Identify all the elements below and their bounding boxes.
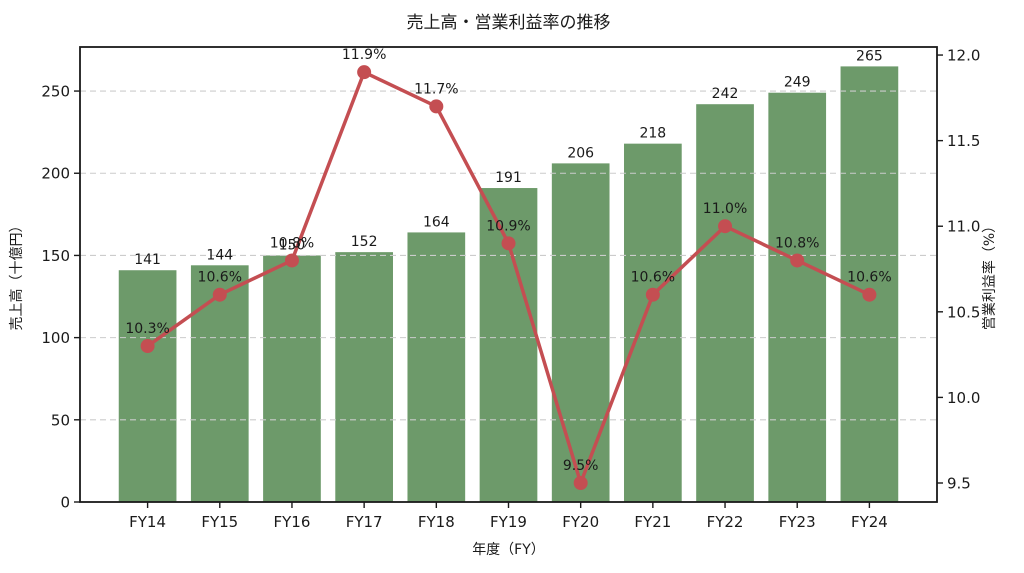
right-axis-label: 営業利益率（%） <box>981 219 998 330</box>
right-tick-label: 11.5 <box>947 132 980 150</box>
profit-marker <box>140 339 155 354</box>
bar-value-label: 191 <box>495 170 522 186</box>
right-tick-label: 10.0 <box>947 389 980 407</box>
profit-percent-label: 10.6% <box>631 270 675 286</box>
bar-value-label: 249 <box>784 75 811 91</box>
profit-marker <box>429 99 444 114</box>
x-tick-label: FY24 <box>851 513 888 531</box>
x-tick-label: FY18 <box>418 513 455 531</box>
x-tick-label: FY20 <box>562 513 599 531</box>
profit-marker <box>645 287 660 302</box>
profit-marker <box>718 219 733 234</box>
revenue-bar <box>190 265 249 502</box>
profit-percent-label: 11.7% <box>414 81 458 97</box>
right-tick-label: 9.5 <box>947 474 971 492</box>
bar-value-label: 242 <box>712 86 739 102</box>
left-tick-label: 200 <box>41 165 70 183</box>
x-tick-label: FY23 <box>779 513 816 531</box>
left-tick-label: 100 <box>41 329 70 347</box>
right-tick-label: 12.0 <box>947 47 980 65</box>
profit-marker <box>284 253 299 268</box>
revenue-bar <box>407 232 466 503</box>
profit-percent-label: 11.9% <box>342 47 386 63</box>
bar-value-label: 164 <box>423 214 450 230</box>
profit-percent-label: 10.9% <box>486 218 530 234</box>
left-tick-label: 50 <box>51 411 70 429</box>
profit-percent-label: 10.8% <box>270 235 314 251</box>
profit-percent-label: 10.6% <box>198 270 242 286</box>
left-axis-label: 売上高（十億円） <box>8 219 25 331</box>
bar-value-label: 265 <box>856 48 883 64</box>
data-labels: 141 144 150 152 164 191 206 218 242 249 265 10.3% 10… <box>125 47 891 474</box>
revenue-bar <box>696 104 754 502</box>
revenue-bar <box>768 92 827 502</box>
x-tick-label: FY19 <box>490 513 527 531</box>
left-tick-label: 0 <box>60 494 70 512</box>
x-tick-label: FY21 <box>634 513 671 531</box>
profit-marker <box>357 65 372 80</box>
revenue-bar <box>624 143 682 503</box>
profit-marker <box>212 287 227 302</box>
x-tick-label: FY22 <box>707 513 744 531</box>
revenue-bar <box>551 163 610 502</box>
x-tick-label: FY17 <box>346 513 383 531</box>
profit-percent-label: 9.5% <box>563 458 599 474</box>
profit-percent-label: 10.3% <box>125 321 169 337</box>
profit-marker <box>862 287 877 302</box>
x-axis-label: 年度（FY） <box>472 542 545 558</box>
revenue-bar <box>479 188 538 502</box>
right-tick-label: 11.0 <box>947 218 980 236</box>
right-tick-label: 10.5 <box>947 303 980 321</box>
revenue-bar <box>335 252 393 502</box>
bar-value-label: 144 <box>206 247 233 263</box>
x-tick-label: FY16 <box>274 513 311 531</box>
profit-percent-label: 11.0% <box>703 201 747 217</box>
bar-value-label: 152 <box>351 234 378 250</box>
profit-marker <box>790 253 805 268</box>
axes: 0 50 100 150 200 250 9.5 10.0 10.5 11.0 11.5 12.0 FY… <box>41 47 980 531</box>
x-tick-label: FY14 <box>129 513 166 531</box>
profit-markers <box>140 65 877 490</box>
revenue-bar <box>118 270 177 502</box>
bar-value-label: 218 <box>639 126 666 142</box>
bar-value-label: 206 <box>567 145 594 161</box>
chart-title: 売上高・営業利益率の推移 <box>407 13 611 33</box>
revenue-bar <box>263 255 321 502</box>
bar-value-label: 150 <box>279 237 306 253</box>
profit-marker <box>573 475 588 490</box>
x-tick-label: FY15 <box>201 513 238 531</box>
bar-value-label: 141 <box>134 252 161 268</box>
left-tick-label: 250 <box>41 83 70 101</box>
profit-percent-label: 10.6% <box>847 270 891 286</box>
left-tick-label: 150 <box>41 247 70 265</box>
profit-marker <box>501 236 516 251</box>
profit-percent-label: 10.8% <box>775 235 819 251</box>
